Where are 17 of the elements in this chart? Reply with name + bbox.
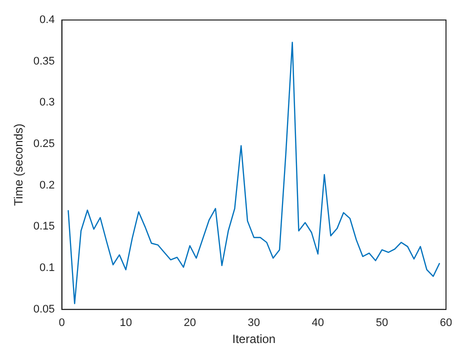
y-tick-label: 0.35 <box>33 55 55 68</box>
x-tick-label: 30 <box>248 317 260 330</box>
x-axis-title: Iteration <box>232 332 276 346</box>
y-tick-label: 0.25 <box>33 138 55 150</box>
x-tick-label: 0 <box>58 317 65 330</box>
x-tick-label: 10 <box>120 317 132 330</box>
y-tick-label: 0.2 <box>40 179 55 192</box>
y-axis-title: Time (seconds) <box>12 124 26 206</box>
x-tick-label: 50 <box>376 317 388 330</box>
y-tick-label: 0.15 <box>33 220 55 233</box>
x-tick-label: 60 <box>440 317 452 330</box>
y-tick-label: 0.1 <box>40 262 55 274</box>
x-tick-label: 40 <box>312 317 324 330</box>
y-tick-label: 0.05 <box>33 303 55 316</box>
x-tick-label: 20 <box>184 317 196 330</box>
y-tick-label: 0.3 <box>40 96 55 109</box>
y-tick-label: 0.4 <box>40 14 55 26</box>
